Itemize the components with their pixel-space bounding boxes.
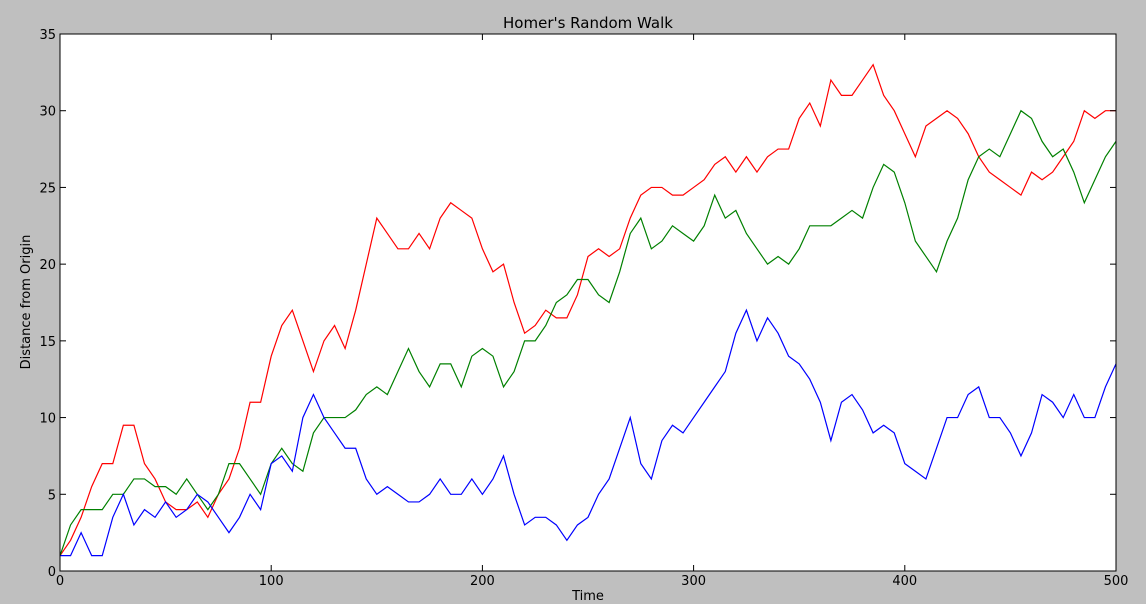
line-series <box>59 63 1116 557</box>
plot-area <box>60 34 1116 571</box>
line-series <box>59 109 1117 556</box>
x-tick-label: 0 <box>56 574 64 589</box>
x-tick-label: 300 <box>681 574 706 589</box>
y-tick-label: 20 <box>39 258 56 273</box>
x-tick-label: 100 <box>259 574 284 589</box>
y-tick-label: 35 <box>39 28 56 43</box>
line-series <box>60 308 1117 557</box>
x-tick-label: 500 <box>1104 574 1129 589</box>
y-tick-label: 0 <box>48 565 56 580</box>
y-tick-label: 15 <box>39 335 56 350</box>
plot-frame <box>59 33 1117 572</box>
x-tick-label: 400 <box>892 574 917 589</box>
x-tick-label: 200 <box>470 574 495 589</box>
y-tick-label: 25 <box>39 181 56 196</box>
y-axis-label: Distance from Origin <box>19 235 34 370</box>
y-tick-label: 10 <box>39 412 56 427</box>
y-tick-label: 5 <box>48 488 56 503</box>
x-axis-label: Time <box>571 589 604 604</box>
chart-title: Homer's Random Walk <box>503 14 673 32</box>
plot <box>59 63 1117 557</box>
y-tick-label: 30 <box>39 105 56 120</box>
